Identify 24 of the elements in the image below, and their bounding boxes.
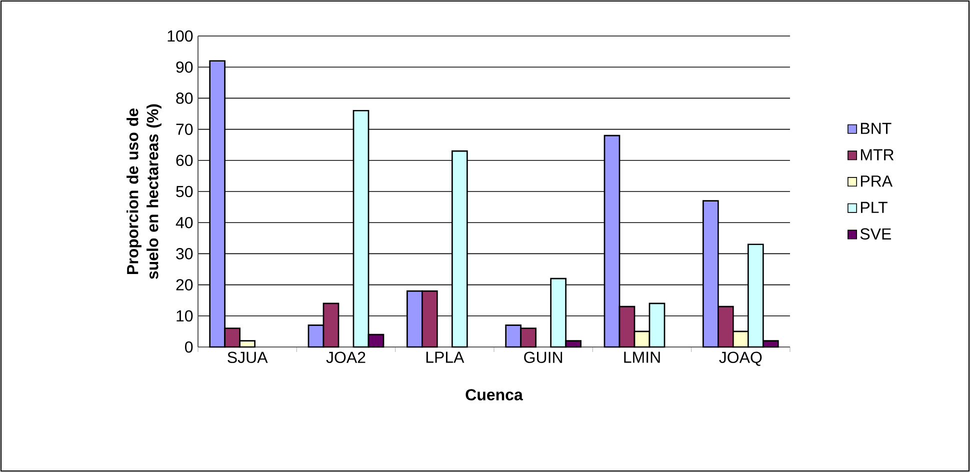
legend-label: PRA [860,176,893,187]
legend-label: SVE [860,228,891,240]
y-tick-label: 50 [176,186,193,198]
x-tick-label: GUIN [524,352,562,364]
legend-label: PLT [860,202,888,213]
y-axis-title: Proporcion de uso de suelo en hectareas (%) [126,104,162,279]
legend-label: BNT [860,122,892,134]
y-tick-label: 20 [176,279,193,290]
y-tick-label: 10 [176,310,193,322]
y-tick-label: 100 [168,30,193,42]
legend-label: MTR [860,149,894,160]
x-tick-label: LMIN [624,352,660,363]
y-tick-label: 30 [176,248,193,260]
y-tick-label: 70 [176,124,193,135]
x-tick-label: LPLA [426,352,464,363]
y-tick-label: 40 [176,216,193,228]
x-tick-label: JOAQ [719,352,762,366]
x-axis-title: Cuenca [466,389,523,400]
y-tick-label: 80 [176,92,193,104]
x-tick-label: JOA2 [326,352,366,364]
y-tick-label: 90 [176,61,193,73]
y-tick-label: 60 [176,154,193,166]
y-tick-label: 0 [185,341,193,353]
x-tick-label: SJUA [228,352,268,364]
